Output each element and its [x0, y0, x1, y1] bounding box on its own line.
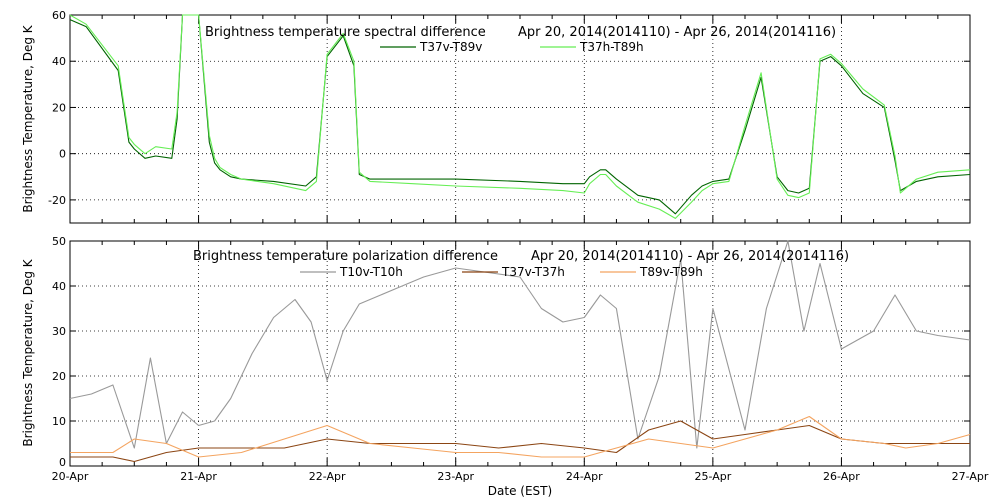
spectral-y-tick-label: 60 [52, 9, 66, 22]
polarization-y-tick-label: 0 [59, 456, 66, 469]
polarization-y-tick-label: 50 [52, 235, 66, 248]
polarization-grid [70, 241, 970, 466]
spectral-legend: T37v-T89v T37h-T89h [380, 40, 644, 54]
series-line-t37v-t37h [70, 420, 970, 463]
spectral-plot-frame [69, 14, 971, 224]
polarization-y-tick-label: 20 [52, 370, 66, 383]
polarization-legend: T10v-T10h T37v-T37h T89v-T89h [300, 265, 703, 279]
series-line-t37v-t89v [69, 14, 971, 215]
spectral-grid [70, 15, 970, 223]
polarization-y-tick-label: 40 [52, 280, 66, 293]
x-tick-label: 24-Apr [566, 470, 603, 483]
legend-label-t10v-t10h: T10v-T10h [339, 265, 403, 279]
spectral-y-tick-label: 0 [59, 148, 66, 161]
x-tick-label: 27-Apr [952, 470, 989, 483]
spectral-title: Brightness temperature spectral differen… [205, 25, 486, 40]
spectral-date-range: Apr 20, 2014(2014110) - Apr 26, 2014(201… [518, 25, 836, 40]
polarization-y-tick-label: 30 [52, 325, 66, 338]
x-tick-label: 26-Apr [823, 470, 860, 483]
x-axis-ticks: 20-Apr 21-Apr 22-Apr 23-Apr 24-Apr 25-Apr 26-A… [52, 470, 989, 483]
polarization-y-tick-label: 10 [52, 415, 66, 428]
series-line-t89v-t89h [70, 415, 971, 458]
legend-label-t37v-t37h: T37v-T37h [501, 265, 565, 279]
x-tick-label: 21-Apr [180, 470, 217, 483]
spectral-y-axis-label: Brightness Temperature, Deg K [21, 24, 35, 212]
series-line-t37h-t89h [69, 14, 971, 219]
series-line-t10v-t10h [69, 240, 971, 449]
spectral-y-tick-label: 40 [52, 55, 66, 68]
x-tick-label: 22-Apr [309, 470, 346, 483]
spectral-y-tick-label: -20 [48, 194, 66, 207]
legend-label-t37h-t89h: T37h-T89h [579, 40, 644, 54]
spectral-y-tick-label: 20 [52, 101, 66, 114]
polarization-date-range: Apr 20, 2014(2014110) - Apr 26, 2014(201… [531, 249, 849, 264]
x-axis-label: Date (EST) [488, 484, 552, 498]
legend-label-t37v-t89v: T37v-T89v [419, 40, 482, 54]
polarization-series [69, 240, 971, 463]
polarization-title: Brightness temperature polarization diff… [193, 249, 498, 264]
polarization-y-axis-label: Brightness Temperature, Deg K [21, 258, 35, 446]
legend-label-t89v-t89h: T89v-T89h [639, 265, 703, 279]
x-tick-label: 20-Apr [52, 470, 89, 483]
polarization-y-ticks: 0 10 20 30 40 50 [52, 235, 970, 469]
spectral-y-ticks: -20 0 20 40 60 [48, 9, 970, 223]
spectral-series [69, 14, 971, 219]
x-tick-label: 23-Apr [437, 470, 474, 483]
x-tick-label: 25-Apr [694, 470, 731, 483]
polarization-panel: 0 10 20 30 40 50 Brightness temperature polar… [21, 235, 989, 498]
spectral-panel: -20 0 20 40 60 Brightness temperature spectr… [21, 9, 971, 224]
